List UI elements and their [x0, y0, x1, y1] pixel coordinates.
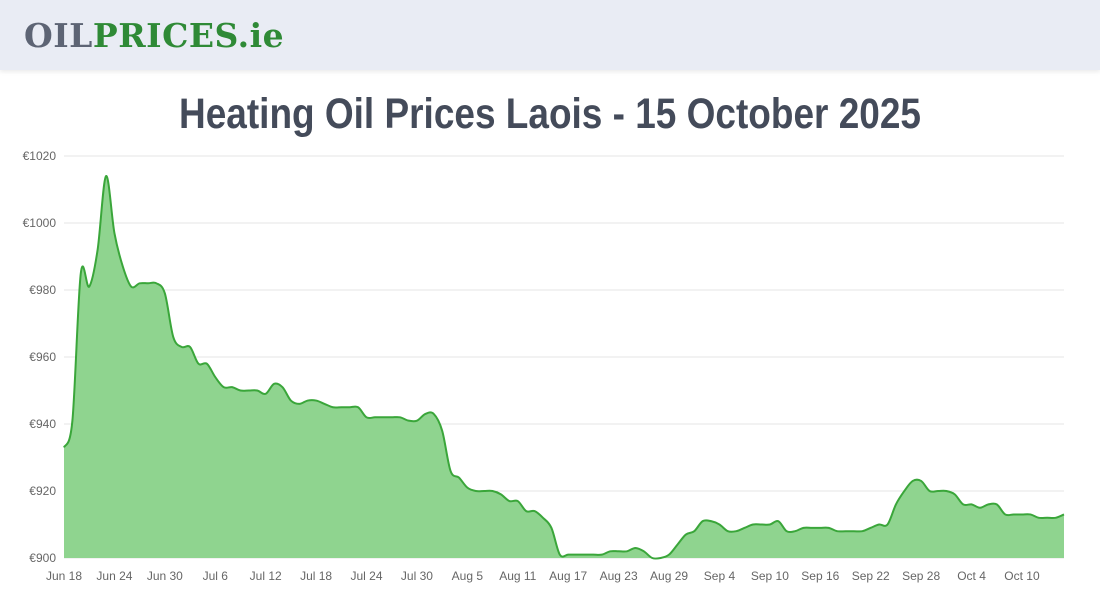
x-tick-label: Jun 30 [147, 569, 183, 583]
x-tick-label: Sep 16 [801, 569, 839, 583]
x-tick-label: Sep 28 [902, 569, 940, 583]
y-tick-label: €980 [29, 283, 56, 297]
x-tick-label: Jul 6 [203, 569, 229, 583]
logo-text-prices: PRICES [92, 16, 238, 55]
page-title: Heating Oil Prices Laois - 15 October 20… [179, 90, 921, 138]
area-layer [63, 175, 1065, 560]
x-tick-label: Sep 4 [704, 569, 736, 583]
x-tick-label: Jul 30 [401, 569, 433, 583]
series-area-fill [64, 175, 1064, 559]
y-tick-label: €1000 [23, 216, 57, 230]
y-tick-label: €920 [29, 484, 56, 498]
y-tick-label: €1020 [23, 149, 57, 163]
x-tick-label: Sep 10 [751, 569, 789, 583]
x-axis: Jun 18 Jun 24 Jun 30 Jul 6 Jul 12 Jul 18 Jul 2… [46, 569, 1040, 583]
x-tick-label: Jun 18 [46, 569, 82, 583]
x-tick-label: Oct 4 [957, 569, 986, 583]
x-tick-label: Sep 22 [852, 569, 890, 583]
x-tick-label: Aug 29 [650, 569, 688, 583]
y-tick-label: €900 [29, 551, 56, 565]
y-tick-label: €960 [29, 350, 56, 364]
site-logo[interactable]: OILPRICES.ie [24, 14, 284, 58]
y-axis: €900 €920 €940 €960 €980 €1000 €1020 [23, 149, 57, 565]
x-tick-label: Jul 12 [250, 569, 282, 583]
x-tick-label: Oct 10 [1004, 569, 1040, 583]
x-tick-label: Jun 24 [96, 569, 132, 583]
logo-text-ie: .ie [237, 16, 285, 55]
series-line [63, 175, 1065, 560]
x-tick-label: Jul 24 [351, 569, 383, 583]
x-tick-label: Aug 17 [549, 569, 587, 583]
x-tick-label: Aug 11 [499, 569, 536, 583]
x-tick-label: Aug 23 [600, 569, 638, 583]
y-tick-label: €940 [29, 417, 56, 431]
x-tick-label: Aug 5 [452, 569, 484, 583]
x-tick-label: Jul 18 [300, 569, 332, 583]
site-header: OILPRICES.ie [0, 0, 1100, 70]
logo-text-oil: OIL [24, 16, 93, 55]
